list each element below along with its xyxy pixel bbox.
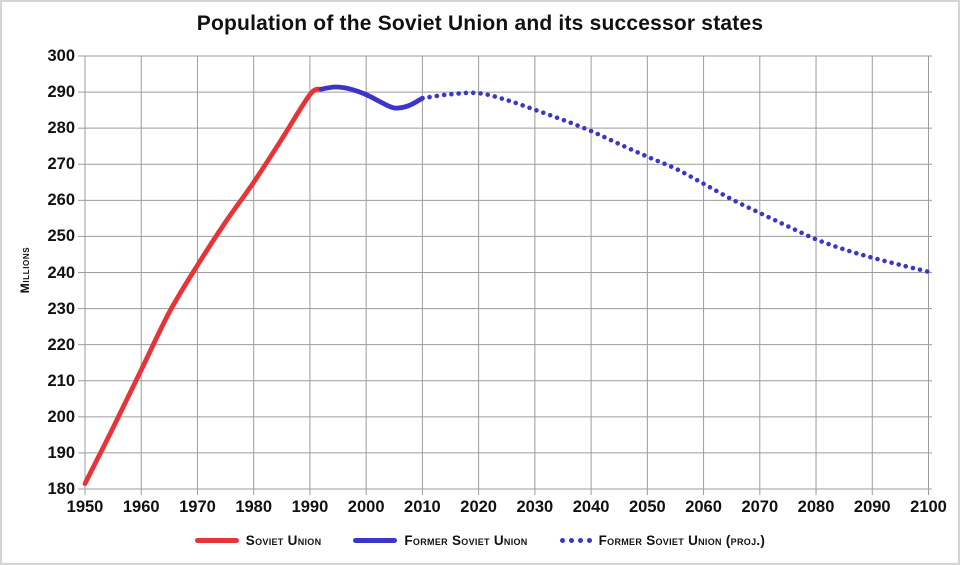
soviet-union-line [82, 86, 324, 486]
y-tick-label: 300 [47, 47, 75, 65]
former-soviet-union-line [318, 84, 425, 111]
y-tick-label: 180 [47, 480, 75, 498]
legend-dot [577, 538, 583, 543]
y-tick-label: 230 [47, 299, 75, 318]
legend-line-sample [353, 538, 398, 543]
legend-dot [568, 538, 574, 543]
y-tick-label: 250 [47, 227, 75, 246]
x-tick-label: 1990 [291, 498, 329, 516]
y-tick-label: 280 [47, 119, 75, 138]
y-tick-label: 290 [47, 83, 75, 102]
y-tick-label: 270 [47, 155, 75, 174]
x-tick-label: 1970 [179, 498, 216, 516]
chart-legend: Soviet Union Former Soviet Union Former So… [0, 533, 960, 548]
x-tick-label: 2000 [347, 498, 385, 516]
legend-item-soviet-union: Soviet Union [194, 533, 322, 548]
x-tick-label: 2010 [404, 498, 441, 516]
grid-lines [78, 55, 932, 495]
y-tick-label: 240 [47, 263, 75, 282]
legend-dot [586, 538, 592, 543]
y-tick-label: 220 [47, 335, 75, 354]
x-tick-label: 2080 [797, 498, 835, 516]
chart-title: Population of the Soviet Union and its s… [196, 12, 764, 35]
x-tick-label: 2020 [460, 498, 497, 516]
legend-item-former-soviet-union-proj: Former Soviet Union (proj.) [559, 533, 766, 548]
x-tick-label: 1980 [235, 498, 273, 516]
legend-label: Soviet Union [245, 533, 322, 548]
legend-item-former-soviet-union: Former Soviet Union [353, 533, 527, 548]
x-tick-label: 2030 [516, 498, 554, 516]
y-tick-label: 200 [47, 407, 75, 426]
x-tick-label: 2100 [910, 498, 947, 516]
x-tick-label: 1960 [122, 498, 160, 516]
y-tick-label: 190 [47, 443, 75, 462]
x-tick-label: 1950 [66, 498, 104, 516]
x-tick-label: 2060 [685, 498, 722, 516]
legend-dot [559, 538, 565, 543]
legend-label: Former Soviet Union [404, 533, 528, 548]
y-tick-label: 210 [47, 371, 75, 390]
x-tick-label: 2040 [572, 498, 610, 516]
legend-line-sample [559, 538, 592, 543]
legend-line-sample [194, 538, 239, 543]
x-tick-label: 2090 [853, 498, 891, 516]
legend-label: Former Soviet Union (proj.) [598, 533, 766, 548]
x-tick-label: 2070 [741, 498, 779, 516]
x-tick-label: 2050 [628, 498, 666, 516]
y-tick-label: 260 [47, 191, 75, 210]
former-soviet-union-proj-line [420, 90, 931, 275]
